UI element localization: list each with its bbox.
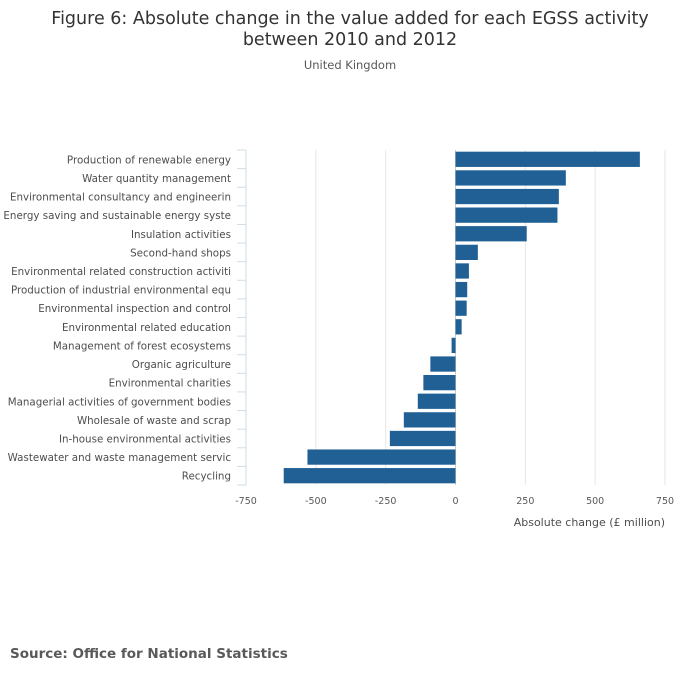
chart-title-line-1: Figure 6: Absolute change in the value a… xyxy=(51,9,648,29)
x-axis-ticks: -750 -500 -250 0 250 500 750 xyxy=(235,496,674,507)
category-label: Recycling xyxy=(182,471,231,483)
x-axis-title: Absolute change (£ million) xyxy=(514,516,665,529)
category-label: Organic agriculture xyxy=(132,359,231,371)
category-label: Environmental consultancy and engineerin xyxy=(10,192,231,204)
bar-6 xyxy=(455,263,469,279)
category-labels: Production of renewable energy Water quan… xyxy=(3,149,247,486)
category-label: Wholesale of waste and scrap xyxy=(77,415,231,427)
category-label: Managerial activities of government bodi… xyxy=(8,396,231,408)
category-label: Insulation activities xyxy=(131,229,231,241)
category-label: Environmental related construction activ… xyxy=(11,266,231,278)
bar-10 xyxy=(451,337,456,354)
chart-subtitle: United Kingdom xyxy=(304,58,396,72)
x-tick-label: -750 xyxy=(235,496,257,507)
category-label: Production of renewable energy xyxy=(67,154,231,166)
category-label: Water quantity management xyxy=(82,173,231,185)
bar-11 xyxy=(430,356,456,372)
category-label: Second-hand shops xyxy=(130,247,231,259)
source-note: Source: Office for National Statistics xyxy=(10,646,288,662)
bar-13 xyxy=(417,393,456,409)
gridlines xyxy=(315,150,666,485)
bar-4 xyxy=(455,226,527,242)
chart-title-line-2: between 2010 and 2012 xyxy=(243,30,457,50)
category-label: In-house environmental activities xyxy=(59,433,231,445)
x-tick-label: -500 xyxy=(305,496,327,507)
category-label: Environmental related education xyxy=(62,322,231,334)
bar-9 xyxy=(455,319,462,335)
bar-14 xyxy=(403,412,456,428)
bar-15 xyxy=(389,430,456,447)
bar-17 xyxy=(283,468,456,484)
bar-1 xyxy=(455,170,566,186)
category-label: Environmental inspection and control xyxy=(38,303,231,315)
bar-3 xyxy=(455,207,558,223)
x-tick-label: -250 xyxy=(375,496,397,507)
category-label: Environmental charities xyxy=(109,378,231,390)
bar-8 xyxy=(455,300,467,316)
bar-5 xyxy=(455,244,478,260)
category-label: Production of industrial environmental e… xyxy=(11,285,231,297)
category-label: Energy saving and sustainable energy sys… xyxy=(3,210,231,222)
bar-12 xyxy=(423,375,456,391)
chart: Figure 6: Absolute change in the value a… xyxy=(3,9,674,529)
bar-7 xyxy=(455,281,468,298)
bars xyxy=(283,151,640,484)
x-tick-label: 500 xyxy=(586,496,604,507)
category-label: Management of forest ecosystems xyxy=(53,340,231,352)
bar-2 xyxy=(455,188,559,205)
x-tick-label: 250 xyxy=(516,496,534,507)
x-tick-label: 0 xyxy=(452,496,458,507)
x-tick-label: 750 xyxy=(656,496,674,507)
bar-0 xyxy=(455,151,640,167)
category-label: Wastewater and waste management servic xyxy=(8,452,232,464)
bar-16 xyxy=(307,449,456,465)
